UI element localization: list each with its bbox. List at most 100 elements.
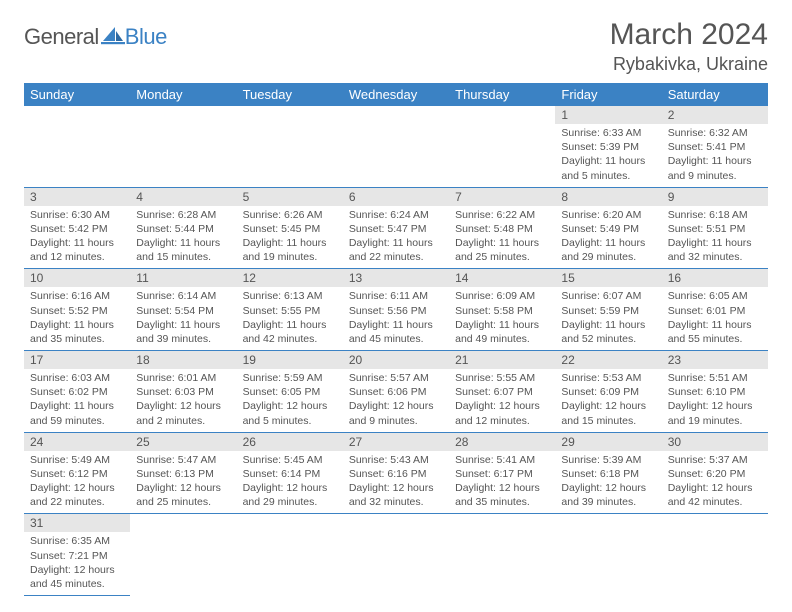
day-detail-line: and 15 minutes. bbox=[136, 250, 230, 264]
day-detail-line: Daylight: 11 hours bbox=[455, 236, 549, 250]
day-detail-line: Sunset: 6:17 PM bbox=[455, 467, 549, 481]
day-detail-line: Sunrise: 6:11 AM bbox=[349, 289, 443, 303]
day-detail-line: Daylight: 12 hours bbox=[561, 481, 655, 495]
day-details: Sunrise: 6:18 AMSunset: 5:51 PMDaylight:… bbox=[662, 206, 768, 269]
calendar-cell: 19Sunrise: 5:59 AMSunset: 6:05 PMDayligh… bbox=[237, 351, 343, 433]
day-header: Thursday bbox=[449, 83, 555, 106]
day-details: Sunrise: 5:49 AMSunset: 6:12 PMDaylight:… bbox=[24, 451, 130, 514]
day-detail-line: and 49 minutes. bbox=[455, 332, 549, 346]
day-detail-line: Daylight: 12 hours bbox=[561, 399, 655, 413]
day-number: 7 bbox=[449, 188, 555, 206]
day-detail-line: Sunset: 5:41 PM bbox=[668, 140, 762, 154]
calendar-cell: .. bbox=[343, 106, 449, 187]
day-details: Sunrise: 5:37 AMSunset: 6:20 PMDaylight:… bbox=[662, 451, 768, 514]
day-detail-line: and 22 minutes. bbox=[30, 495, 124, 509]
day-details: Sunrise: 6:16 AMSunset: 5:52 PMDaylight:… bbox=[24, 287, 130, 350]
day-details: Sunrise: 6:05 AMSunset: 6:01 PMDaylight:… bbox=[662, 287, 768, 350]
day-detail-line: and 42 minutes. bbox=[243, 332, 337, 346]
day-details: Sunrise: 5:51 AMSunset: 6:10 PMDaylight:… bbox=[662, 369, 768, 432]
day-detail-line: Daylight: 12 hours bbox=[136, 399, 230, 413]
day-detail-line: Sunset: 6:13 PM bbox=[136, 467, 230, 481]
day-detail-line: Sunrise: 6:09 AM bbox=[455, 289, 549, 303]
calendar-cell: .. bbox=[555, 514, 661, 596]
calendar-cell: .. bbox=[24, 106, 130, 187]
day-detail-line: Sunset: 5:44 PM bbox=[136, 222, 230, 236]
day-detail-line: Sunrise: 6:32 AM bbox=[668, 126, 762, 140]
day-details: Sunrise: 6:01 AMSunset: 6:03 PMDaylight:… bbox=[130, 369, 236, 432]
day-number: 6 bbox=[343, 188, 449, 206]
day-details: Sunrise: 6:09 AMSunset: 5:58 PMDaylight:… bbox=[449, 287, 555, 350]
calendar-cell: 27Sunrise: 5:43 AMSunset: 6:16 PMDayligh… bbox=[343, 432, 449, 514]
calendar-cell: 24Sunrise: 5:49 AMSunset: 6:12 PMDayligh… bbox=[24, 432, 130, 514]
day-detail-line: Daylight: 11 hours bbox=[136, 318, 230, 332]
calendar-cell: 16Sunrise: 6:05 AMSunset: 6:01 PMDayligh… bbox=[662, 269, 768, 351]
day-number: 17 bbox=[24, 351, 130, 369]
day-details: Sunrise: 6:07 AMSunset: 5:59 PMDaylight:… bbox=[555, 287, 661, 350]
day-detail-line: Sunset: 6:03 PM bbox=[136, 385, 230, 399]
day-detail-line: and 9 minutes. bbox=[668, 169, 762, 183]
calendar-cell: 21Sunrise: 5:55 AMSunset: 6:07 PMDayligh… bbox=[449, 351, 555, 433]
calendar-cell: 6Sunrise: 6:24 AMSunset: 5:47 PMDaylight… bbox=[343, 187, 449, 269]
day-detail-line: and 35 minutes. bbox=[455, 495, 549, 509]
day-detail-line: and 59 minutes. bbox=[30, 414, 124, 428]
logo-text-blue: Blue bbox=[125, 24, 167, 50]
calendar-row: 3Sunrise: 6:30 AMSunset: 5:42 PMDaylight… bbox=[24, 187, 768, 269]
day-number: 21 bbox=[449, 351, 555, 369]
calendar-cell: 14Sunrise: 6:09 AMSunset: 5:58 PMDayligh… bbox=[449, 269, 555, 351]
calendar-cell: 31Sunrise: 6:35 AMSunset: 7:21 PMDayligh… bbox=[24, 514, 130, 596]
day-details: Sunrise: 5:57 AMSunset: 6:06 PMDaylight:… bbox=[343, 369, 449, 432]
day-detail-line: and 39 minutes. bbox=[561, 495, 655, 509]
day-detail-line: and 25 minutes. bbox=[455, 250, 549, 264]
day-detail-line: Sunset: 6:07 PM bbox=[455, 385, 549, 399]
day-number: 14 bbox=[449, 269, 555, 287]
day-detail-line: Sunrise: 5:39 AM bbox=[561, 453, 655, 467]
logo-text-general: General bbox=[24, 24, 99, 50]
day-detail-line: Sunrise: 5:51 AM bbox=[668, 371, 762, 385]
day-details: Sunrise: 5:59 AMSunset: 6:05 PMDaylight:… bbox=[237, 369, 343, 432]
day-detail-line: and 5 minutes. bbox=[243, 414, 337, 428]
calendar-cell: 5Sunrise: 6:26 AMSunset: 5:45 PMDaylight… bbox=[237, 187, 343, 269]
day-detail-line: and 9 minutes. bbox=[349, 414, 443, 428]
calendar-cell: .. bbox=[449, 514, 555, 596]
day-detail-line: Sunrise: 6:18 AM bbox=[668, 208, 762, 222]
day-detail-line: Sunrise: 5:45 AM bbox=[243, 453, 337, 467]
day-detail-line: Daylight: 11 hours bbox=[349, 318, 443, 332]
day-detail-line: Sunrise: 6:05 AM bbox=[668, 289, 762, 303]
calendar-cell: 23Sunrise: 5:51 AMSunset: 6:10 PMDayligh… bbox=[662, 351, 768, 433]
day-number: 2 bbox=[662, 106, 768, 124]
day-detail-line: Daylight: 11 hours bbox=[668, 154, 762, 168]
day-detail-line: Sunrise: 6:13 AM bbox=[243, 289, 337, 303]
day-number: 13 bbox=[343, 269, 449, 287]
day-detail-line: and 29 minutes. bbox=[243, 495, 337, 509]
day-detail-line: Daylight: 12 hours bbox=[668, 399, 762, 413]
calendar-cell: .. bbox=[662, 514, 768, 596]
calendar-cell: 12Sunrise: 6:13 AMSunset: 5:55 PMDayligh… bbox=[237, 269, 343, 351]
day-detail-line: Sunrise: 5:43 AM bbox=[349, 453, 443, 467]
day-detail-line: Sunset: 5:58 PM bbox=[455, 304, 549, 318]
day-detail-line: Sunset: 6:20 PM bbox=[668, 467, 762, 481]
day-header: Monday bbox=[130, 83, 236, 106]
day-detail-line: Sunset: 5:51 PM bbox=[668, 222, 762, 236]
day-detail-line: Daylight: 11 hours bbox=[561, 236, 655, 250]
calendar-cell: 9Sunrise: 6:18 AMSunset: 5:51 PMDaylight… bbox=[662, 187, 768, 269]
day-number: 12 bbox=[237, 269, 343, 287]
calendar-cell: 3Sunrise: 6:30 AMSunset: 5:42 PMDaylight… bbox=[24, 187, 130, 269]
day-detail-line: Sunrise: 5:55 AM bbox=[455, 371, 549, 385]
logo: General Blue bbox=[24, 24, 167, 50]
calendar-cell: 10Sunrise: 6:16 AMSunset: 5:52 PMDayligh… bbox=[24, 269, 130, 351]
day-detail-line: Daylight: 12 hours bbox=[30, 481, 124, 495]
day-detail-line: Daylight: 11 hours bbox=[30, 318, 124, 332]
day-detail-line: Sunset: 5:49 PM bbox=[561, 222, 655, 236]
calendar-row: ..........1Sunrise: 6:33 AMSunset: 5:39 … bbox=[24, 106, 768, 187]
day-detail-line: Sunset: 6:10 PM bbox=[668, 385, 762, 399]
day-detail-line: and 12 minutes. bbox=[455, 414, 549, 428]
calendar-cell: 7Sunrise: 6:22 AMSunset: 5:48 PMDaylight… bbox=[449, 187, 555, 269]
day-detail-line: Sunset: 5:54 PM bbox=[136, 304, 230, 318]
day-detail-line: Sunset: 6:06 PM bbox=[349, 385, 443, 399]
day-detail-line: Daylight: 12 hours bbox=[136, 481, 230, 495]
day-details: Sunrise: 5:39 AMSunset: 6:18 PMDaylight:… bbox=[555, 451, 661, 514]
day-number: 20 bbox=[343, 351, 449, 369]
day-header: Saturday bbox=[662, 83, 768, 106]
day-detail-line: Daylight: 11 hours bbox=[349, 236, 443, 250]
day-detail-line: Daylight: 11 hours bbox=[561, 154, 655, 168]
